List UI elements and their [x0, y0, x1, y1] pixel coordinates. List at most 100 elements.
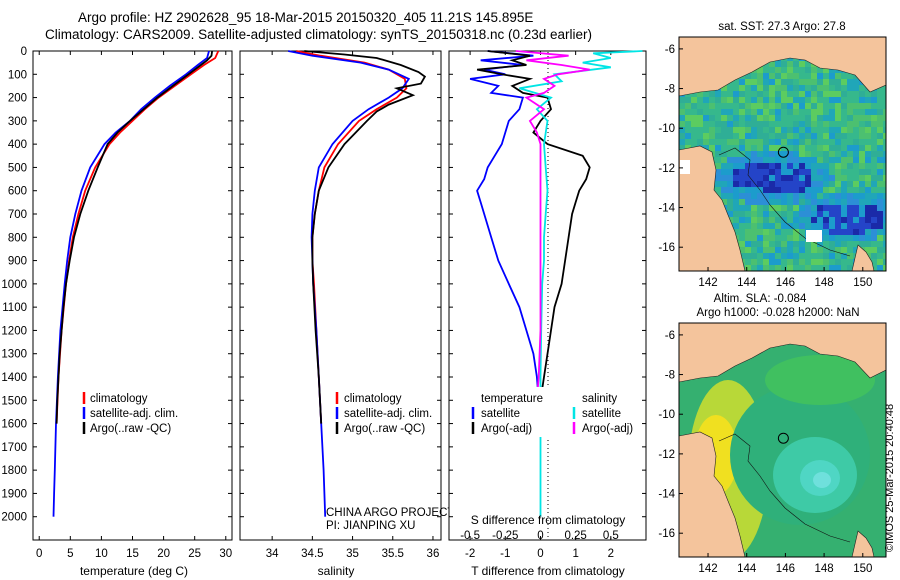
sla-map-frame — [678, 322, 887, 558]
sst-cell — [847, 205, 853, 211]
sst-cell — [877, 193, 883, 199]
sst-cell — [739, 91, 745, 97]
sst-cell — [847, 247, 853, 253]
sst-cell — [751, 145, 757, 151]
sst-cell — [847, 97, 853, 103]
legend-label-satellite: satellite-adj. clim. — [90, 408, 178, 420]
sst-cell — [835, 253, 841, 259]
sst-cell — [793, 193, 799, 199]
sst-cell — [787, 193, 793, 199]
sst-cell — [703, 121, 709, 127]
sst-cell — [775, 85, 781, 91]
sst-cell — [685, 103, 691, 109]
sst-cell — [811, 97, 817, 103]
pi-annotation: PI: JIANPING XU — [326, 520, 415, 532]
sst-cell — [745, 85, 751, 91]
sla-map-ticks: 142 144 146 148 150 -6 -8 -10 -12 -14 -16 — [658, 330, 872, 575]
sst-cell — [859, 151, 865, 157]
sst-cell — [781, 229, 787, 235]
sst-cell — [853, 187, 859, 193]
pressure-tick-label: 100 — [8, 69, 27, 81]
sst-cell — [871, 127, 877, 133]
sst-cell — [847, 175, 853, 181]
sst-cell — [823, 79, 829, 85]
sst-cell — [739, 163, 745, 169]
sst-cell — [823, 151, 829, 157]
sst-cell — [763, 199, 769, 205]
sst-cell — [751, 127, 757, 133]
sst-cell — [799, 109, 805, 115]
sst-cell — [781, 169, 787, 175]
sst-cell — [817, 205, 823, 211]
map-x-tick-label: 146 — [776, 563, 795, 575]
salinity-legend: climatology satellite-adj. clim. Argo(..… — [335, 392, 432, 435]
sst-cell — [787, 259, 793, 265]
sst-cell — [883, 223, 886, 229]
sst-cell — [823, 145, 829, 151]
sst-cell — [799, 127, 805, 133]
sst-cell — [799, 97, 805, 103]
map-y-tick-label: -10 — [658, 409, 675, 421]
sst-cell — [847, 169, 853, 175]
sst-cell — [811, 175, 817, 181]
sst-cell — [847, 133, 853, 139]
sst-cell — [817, 265, 823, 271]
sst-cell — [811, 253, 817, 259]
sst-cell — [799, 157, 805, 163]
sst-cell — [733, 193, 739, 199]
sst-white-patch — [806, 230, 822, 242]
sst-cell — [841, 217, 847, 223]
sst-cell — [817, 91, 823, 97]
sst-cell — [781, 163, 787, 169]
sst-cell — [805, 241, 811, 247]
sst-cell — [871, 247, 877, 253]
sst-cell — [739, 217, 745, 223]
sst-cell — [697, 121, 703, 127]
sst-cell — [829, 199, 835, 205]
sst-cell — [679, 115, 685, 121]
pressure-tick-label: 1200 — [1, 325, 27, 337]
sst-cell — [811, 67, 817, 73]
sst-cell — [751, 73, 757, 79]
sst-cell — [847, 103, 853, 109]
sst-cell — [871, 109, 877, 115]
sst-cell — [853, 163, 859, 169]
sst-cell — [817, 199, 823, 205]
sst-cell — [799, 205, 805, 211]
sst-cell — [715, 91, 721, 97]
sla-light-green — [765, 355, 875, 405]
series-line-argo-raw-qc- — [55, 50, 213, 424]
sst-cell — [853, 247, 859, 253]
sst-cell — [763, 259, 769, 265]
sst-cell — [751, 169, 757, 175]
sst-cell — [799, 115, 805, 121]
sst-cell — [859, 163, 865, 169]
sst-cell — [727, 163, 733, 169]
sst-cell — [757, 121, 763, 127]
sst-cell — [829, 151, 835, 157]
sst-cell — [751, 103, 757, 109]
sst-cell — [775, 187, 781, 193]
sst-cell — [835, 199, 841, 205]
sst-cell — [817, 253, 823, 259]
sst-cell — [823, 175, 829, 181]
sst-cell — [811, 127, 817, 133]
sst-cell — [853, 217, 859, 223]
sst-cell — [865, 103, 871, 109]
sst-cell — [841, 193, 847, 199]
land-new-guinea — [679, 37, 886, 97]
sst-cell — [709, 97, 715, 103]
sst-cell — [793, 79, 799, 85]
sst-cell — [865, 127, 871, 133]
sst-cell — [883, 157, 886, 163]
temperature-lines — [52, 50, 220, 517]
sst-cell — [787, 253, 793, 259]
sst-cell — [817, 85, 823, 91]
sst-cell — [763, 73, 769, 79]
sst-cell — [799, 103, 805, 109]
sst-cell — [847, 211, 853, 217]
sst-cell — [745, 217, 751, 223]
sst-cell — [763, 181, 769, 187]
sst-cell — [787, 103, 793, 109]
sst-cell — [781, 253, 787, 259]
